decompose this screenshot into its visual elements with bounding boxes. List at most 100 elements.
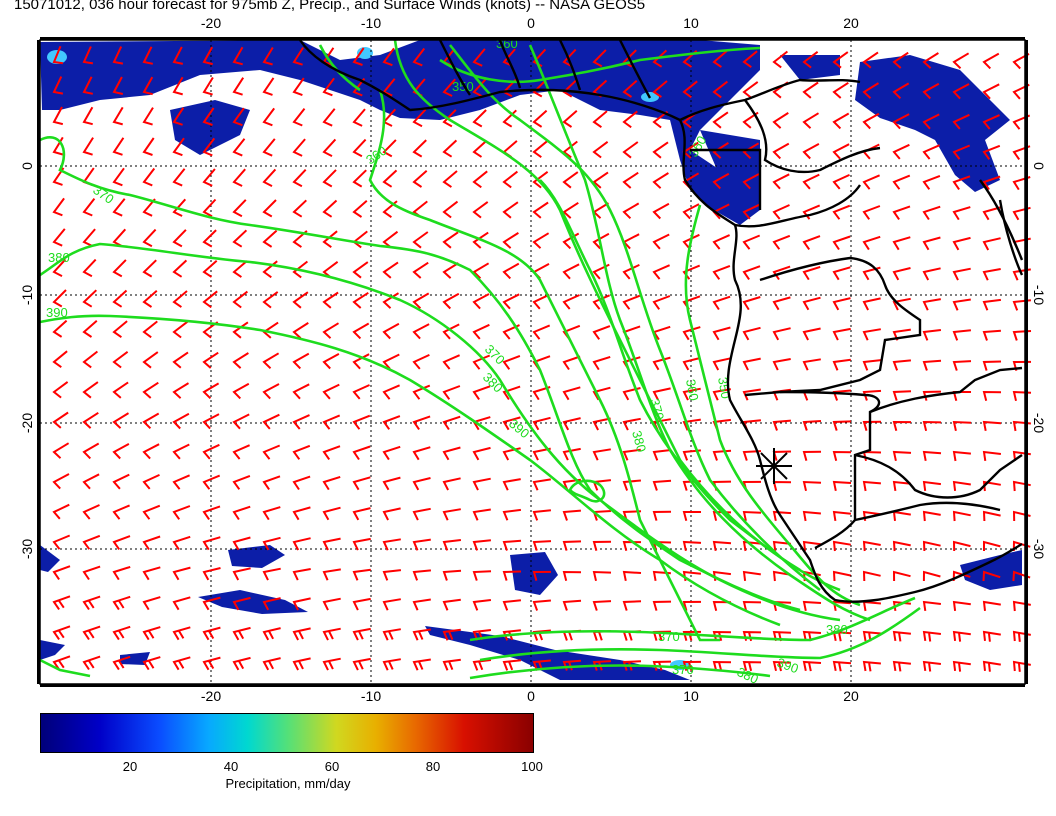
- wind-barb: [802, 600, 822, 612]
- contour-line: [479, 606, 921, 662]
- wind-barb: [352, 261, 369, 279]
- wind-barb: [322, 77, 335, 97]
- precip-region: [198, 590, 308, 614]
- wind-barb: [982, 570, 1001, 582]
- colorbar-tick: 100: [521, 759, 543, 774]
- wind-barb: [352, 322, 370, 340]
- wind-barb: [742, 600, 762, 611]
- wind-barb: [292, 627, 311, 641]
- wind-barb: [502, 48, 516, 67]
- wind-barb: [652, 141, 669, 159]
- wind-barb: [142, 381, 159, 399]
- wind-barb: [922, 144, 940, 160]
- wind-barb: [472, 599, 492, 611]
- wind-barb: [442, 658, 461, 671]
- wind-barb: [982, 52, 1000, 70]
- wind-barb: [952, 630, 971, 642]
- wind-barb: [502, 170, 519, 189]
- wind-barb: [532, 599, 551, 611]
- contour-line: [39, 658, 91, 678]
- wind-barb: [652, 264, 670, 280]
- top-lon-tick: 20: [843, 15, 859, 31]
- wind-barb: [652, 110, 669, 129]
- wind-barb: [412, 139, 427, 158]
- wind-barb: [1012, 630, 1031, 642]
- border: [679, 78, 861, 122]
- wind-barb: [352, 47, 365, 66]
- wind-barb: [562, 140, 578, 159]
- wind-barb: [802, 358, 821, 371]
- wind-barb: [562, 355, 581, 371]
- wind-barb: [742, 570, 761, 582]
- wind-barb: [832, 51, 849, 69]
- wind-barb: [712, 50, 728, 68]
- contour-line: [469, 664, 771, 680]
- border: [854, 501, 1001, 522]
- wind-barb: [322, 230, 338, 249]
- bottom-lon-tick: 10: [683, 688, 699, 704]
- wind-barb: [922, 359, 942, 371]
- wind-barb: [832, 420, 852, 431]
- wind-barb: [832, 204, 851, 220]
- wind-barb: [592, 570, 612, 582]
- wind-barb: [892, 570, 911, 582]
- wind-barb: [772, 540, 792, 552]
- wind-barb: [112, 106, 124, 126]
- wind-barb: [352, 597, 371, 611]
- wind-barb: [202, 46, 214, 66]
- wind-barb: [712, 295, 731, 311]
- wind-barb: [892, 540, 911, 552]
- wind-barb: [622, 263, 640, 280]
- wind-barb: [922, 267, 941, 281]
- wind-barb: [712, 80, 729, 99]
- wind-barb: [682, 511, 701, 521]
- wind-barb: [172, 290, 188, 308]
- wind-barb: [142, 137, 155, 156]
- wind-barb: [922, 600, 942, 612]
- wind-barb: [712, 357, 731, 371]
- wind-barb: [82, 534, 101, 550]
- wind-barb: [892, 480, 912, 492]
- wind-barb: [412, 415, 431, 430]
- border: [558, 39, 582, 91]
- wind-barb: [802, 420, 822, 431]
- wind-barb: [232, 229, 248, 248]
- wind-barb: [262, 291, 279, 309]
- wind-barb: [412, 477, 431, 491]
- wind-barb: [172, 320, 189, 339]
- wind-barb: [562, 417, 581, 431]
- wind-barb: [112, 46, 124, 65]
- wind-barb: [712, 326, 731, 341]
- wind-barb: [202, 229, 217, 248]
- wind-barb: [922, 82, 940, 100]
- wind-barb: [262, 107, 275, 127]
- wind-barb: [322, 138, 337, 157]
- wind-barb: [562, 570, 582, 581]
- wind-barb: [772, 480, 792, 491]
- colorbar-tick: 20: [122, 759, 138, 774]
- wind-barb: [172, 505, 191, 520]
- wind-barb: [172, 656, 191, 671]
- wind-barb: [592, 110, 608, 129]
- wind-barb: [952, 450, 971, 462]
- wind-barb: [832, 600, 852, 611]
- wind-barb: [172, 443, 190, 460]
- wind-barb: [112, 289, 128, 308]
- wind-barb: [592, 325, 611, 340]
- bottom-lon-tick: 0: [527, 688, 535, 704]
- wind-barb: [352, 77, 366, 97]
- wind-barb: [202, 76, 214, 96]
- wind-barb: [82, 655, 101, 671]
- wind-barb: [292, 322, 309, 339]
- wind-barb: [172, 596, 191, 611]
- wind-barb: [112, 565, 131, 581]
- wind-barb: [922, 660, 942, 672]
- wind-barb: [232, 321, 249, 339]
- wind-barb: [382, 507, 401, 521]
- contour-label: 380: [48, 250, 70, 265]
- wind-barb: [742, 203, 760, 220]
- wind-barb: [142, 198, 156, 217]
- wind-barb: [772, 234, 791, 250]
- wind-barb: [112, 76, 124, 95]
- top-lon-tick: -10: [361, 15, 381, 31]
